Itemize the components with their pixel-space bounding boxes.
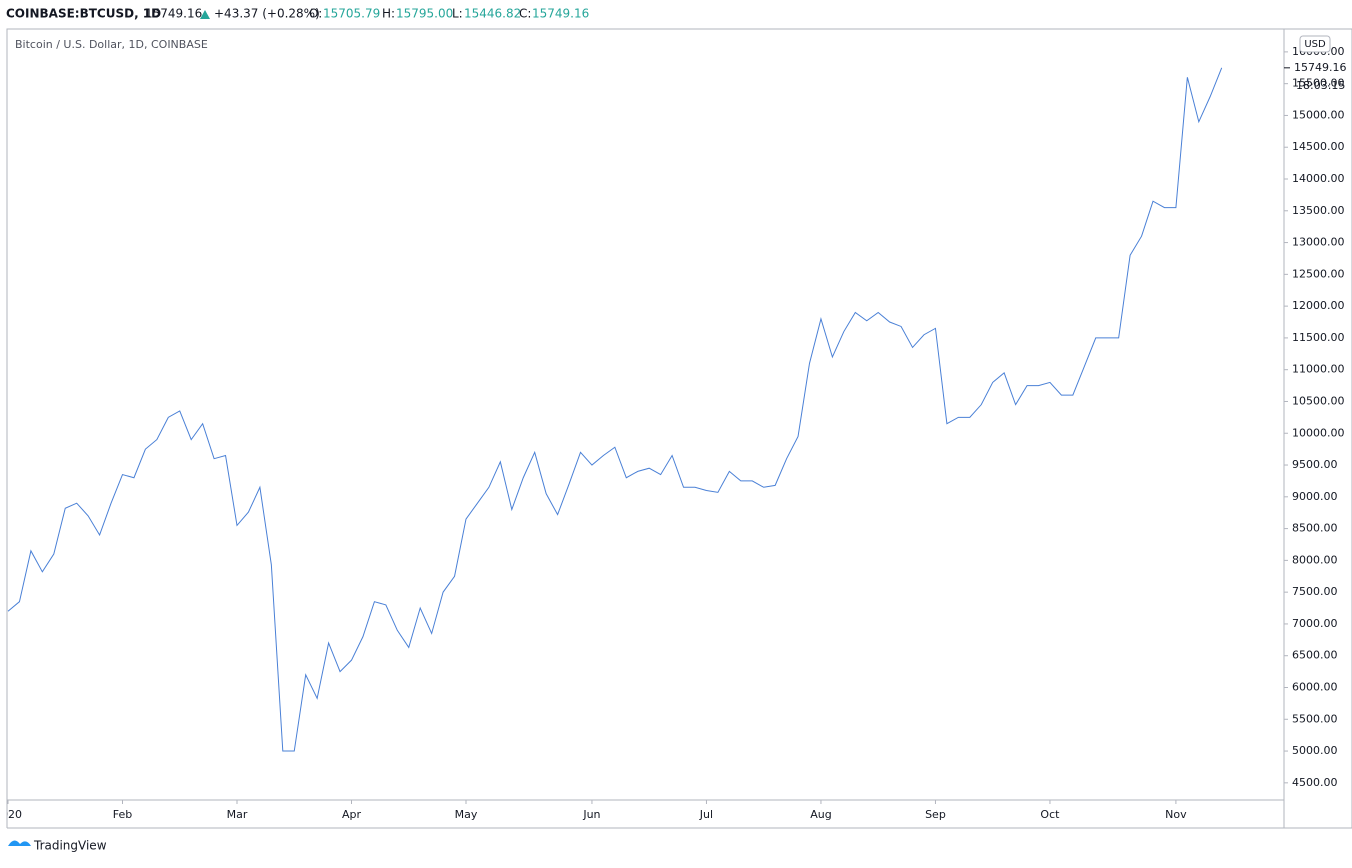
brand: TradingView — [33, 839, 107, 853]
chart-title: Bitcoin / U.S. Dollar, 1D, COINBASE — [15, 38, 208, 51]
x-tick-label: Jul — [699, 808, 713, 821]
y-tick-label: 12000.00 — [1292, 299, 1345, 312]
x-tick-label: May — [455, 808, 478, 821]
y-tick-label: 14500.00 — [1292, 140, 1345, 153]
y-tick-label: 4500.00 — [1292, 776, 1338, 789]
high: 15795.00 — [396, 7, 453, 21]
y-tick-label: 15500.00 — [1292, 77, 1345, 90]
y-tick-label: 8500.00 — [1292, 522, 1338, 535]
high-label: H: — [382, 7, 395, 21]
x-tick-label: 2020 — [0, 808, 22, 821]
y-tick-label: 13000.00 — [1292, 236, 1345, 249]
y-tick-label: 8000.00 — [1292, 553, 1338, 566]
low: 15446.82 — [464, 7, 521, 21]
y-tick-label: 9500.00 — [1292, 458, 1338, 471]
open: 15705.79 — [323, 7, 380, 21]
close: 15749.16 — [532, 7, 589, 21]
x-tick-label: Sep — [925, 808, 946, 821]
x-tick-label: Aug — [810, 808, 831, 821]
symbol: COINBASE:BTCUSD, 1D — [6, 7, 161, 21]
low-label: L: — [452, 7, 463, 21]
y-tick-label: 11500.00 — [1292, 331, 1345, 344]
y-tick-label: 6500.00 — [1292, 649, 1338, 662]
y-tick-label: 5500.00 — [1292, 712, 1338, 725]
x-tick-label: Jun — [582, 808, 600, 821]
logo-icon — [8, 840, 31, 846]
y-tick-label: 11000.00 — [1292, 363, 1345, 376]
x-tick-label: Nov — [1165, 808, 1187, 821]
y-tick-label: 12500.00 — [1292, 267, 1345, 280]
y-tick-label: 15000.00 — [1292, 108, 1345, 121]
y-tick-label: 5000.00 — [1292, 744, 1338, 757]
open-label: O: — [309, 7, 322, 21]
y-tick-label: 13500.00 — [1292, 204, 1345, 217]
up-arrow — [200, 10, 210, 19]
y-tick-label: 9000.00 — [1292, 490, 1338, 503]
y-tick-label: 10000.00 — [1292, 426, 1345, 439]
y-tick-label: 14000.00 — [1292, 172, 1345, 185]
price-line — [7, 67, 1223, 752]
pane-border — [6, 28, 1285, 801]
y-tick-label: 10500.00 — [1292, 394, 1345, 407]
last: 15749.16 — [145, 7, 202, 21]
y-tick-label: 7500.00 — [1292, 585, 1338, 598]
y-tick-label: 7000.00 — [1292, 617, 1338, 630]
currency-badge[interactable] — [1299, 35, 1331, 53]
close-label: C: — [519, 7, 531, 21]
logo: TradingView — [8, 839, 107, 853]
countdown: 18:03:15 — [1296, 79, 1345, 92]
y-tick-label: 6000.00 — [1292, 680, 1338, 693]
x-tick-label: Apr — [342, 808, 362, 821]
x-tick-label: Feb — [113, 808, 132, 821]
currency: USD — [1304, 39, 1326, 50]
x-tick-label: Oct — [1040, 808, 1060, 821]
change: +43.37 (+0.28%) — [214, 7, 320, 21]
x-tick-label: Mar — [227, 808, 248, 821]
last-price-label: 15749.16 — [1294, 61, 1347, 74]
